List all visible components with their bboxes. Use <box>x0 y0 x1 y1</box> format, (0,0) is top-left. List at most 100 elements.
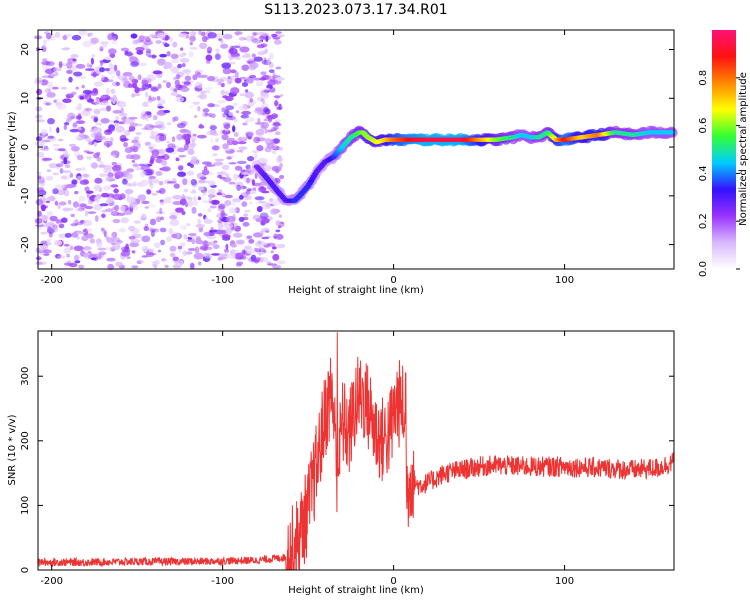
noise-blob <box>211 229 218 233</box>
noise-blob <box>228 111 234 116</box>
noise-blob <box>193 200 198 206</box>
noise-blob <box>257 240 262 245</box>
noise-blob <box>57 148 66 152</box>
noise-blob <box>38 176 45 184</box>
noise-blob <box>54 147 59 152</box>
noise-blob <box>274 131 281 136</box>
noise-blob <box>131 265 139 269</box>
colorbar-gradient <box>712 30 736 269</box>
noise-blob <box>214 33 224 39</box>
noise-blob <box>84 186 90 192</box>
noise-blob <box>256 251 266 255</box>
noise-blob <box>155 40 163 44</box>
noise-blob <box>175 157 180 162</box>
noise-blob <box>65 184 75 189</box>
snr-x-tick-label: -200 <box>40 576 63 587</box>
noise-blob <box>55 218 60 224</box>
noise-blob <box>75 231 86 234</box>
noise-blob <box>105 208 114 213</box>
noise-blob <box>211 199 220 205</box>
noise-blob <box>209 205 217 209</box>
noise-blob <box>115 261 123 267</box>
noise-blob <box>35 106 43 112</box>
noise-blob <box>42 214 49 222</box>
noise-blob <box>112 110 122 114</box>
noise-blob <box>56 127 60 134</box>
noise-blob <box>47 118 55 125</box>
noise-blob <box>75 120 86 124</box>
noise-blob <box>202 190 207 197</box>
noise-blob <box>34 77 43 82</box>
noise-blob <box>187 196 193 201</box>
noise-blob <box>257 186 266 193</box>
noise-blob <box>260 88 270 91</box>
noise-blob <box>270 250 275 254</box>
noise-blob <box>140 165 150 171</box>
noise-blob <box>256 44 265 49</box>
noise-blob <box>148 95 152 101</box>
noise-blob <box>249 74 257 79</box>
noise-blob <box>83 252 89 258</box>
noise-blob <box>234 118 238 123</box>
noise-blob <box>152 115 158 121</box>
noise-blob <box>193 252 204 260</box>
noise-blob <box>85 68 95 71</box>
noise-blob <box>268 52 274 60</box>
heatmap-x-axis-label: Height of straight line (km) <box>288 285 424 296</box>
noise-blob <box>273 39 282 45</box>
noise-blob <box>126 256 131 260</box>
noise-blob <box>201 161 212 165</box>
noise-blob <box>202 108 210 113</box>
noise-blob <box>207 188 216 195</box>
noise-blob <box>172 195 183 200</box>
noise-blob <box>98 251 107 256</box>
noise-blob <box>175 207 184 213</box>
noise-blob <box>276 260 286 265</box>
noise-blob <box>213 161 224 166</box>
noise-blob <box>255 80 264 87</box>
noise-blob <box>157 249 162 253</box>
noise-blob <box>251 31 259 36</box>
heatmap-y-tick-label: 10 <box>20 92 31 105</box>
noise-blob <box>54 31 61 39</box>
noise-blob <box>57 138 64 142</box>
noise-blob <box>240 169 246 173</box>
noise-blob <box>169 215 178 220</box>
noise-blob <box>103 185 112 191</box>
noise-blob <box>44 197 51 201</box>
noise-blob <box>131 78 139 84</box>
noise-blob <box>187 247 196 252</box>
noise-blob <box>137 123 143 127</box>
noise-blob <box>94 215 99 222</box>
noise-blob <box>132 163 139 168</box>
noise-blob <box>106 87 110 95</box>
noise-blob <box>270 208 279 215</box>
noise-blob <box>148 175 156 180</box>
noise-blob <box>159 207 163 215</box>
noise-blob <box>191 156 198 162</box>
noise-blob <box>63 149 69 157</box>
noise-blob <box>82 40 92 48</box>
noise-blob <box>236 185 244 191</box>
noise-blob <box>111 38 118 45</box>
noise-blob <box>208 113 213 118</box>
noise-blob <box>205 60 211 64</box>
noise-blob <box>82 219 93 227</box>
noise-blob <box>92 71 97 78</box>
noise-blob <box>169 219 180 227</box>
noise-blob <box>44 102 52 106</box>
noise-blob <box>163 109 171 114</box>
noise-blob <box>232 140 239 146</box>
noise-blob <box>150 87 159 92</box>
noise-blob <box>62 35 68 41</box>
noise-blob <box>189 83 193 87</box>
noise-blob <box>87 211 97 215</box>
noise-blob <box>186 170 195 176</box>
noise-blob <box>158 98 166 105</box>
noise-blob <box>158 181 164 186</box>
snr-x-tick-label: -100 <box>211 576 234 587</box>
noise-blob <box>138 35 145 42</box>
noise-blob <box>271 113 279 119</box>
noise-blob <box>89 238 96 244</box>
